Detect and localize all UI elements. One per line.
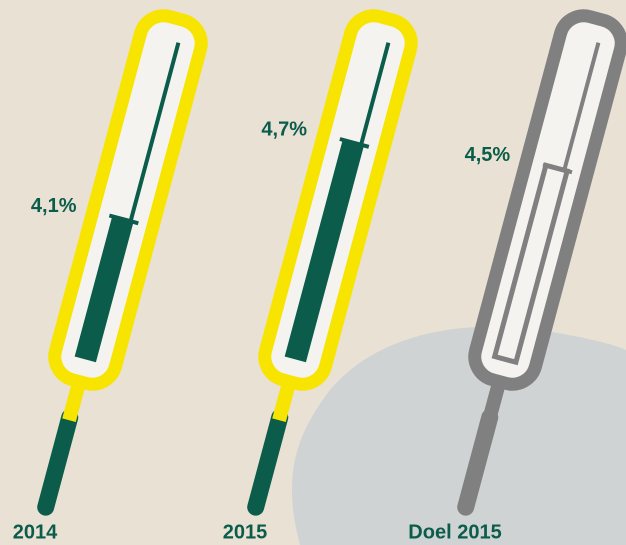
- value-label: 4,7%: [261, 118, 307, 140]
- chart: 4,1% 2014 4,7% 2015 4,5% Doel 2015: [0, 0, 626, 545]
- category-label: 2014: [13, 521, 58, 543]
- category-label: 2015: [223, 521, 268, 543]
- value-label: 4,1%: [31, 195, 77, 217]
- value-label: 4,5%: [465, 144, 511, 166]
- category-label: Doel 2015: [408, 521, 501, 543]
